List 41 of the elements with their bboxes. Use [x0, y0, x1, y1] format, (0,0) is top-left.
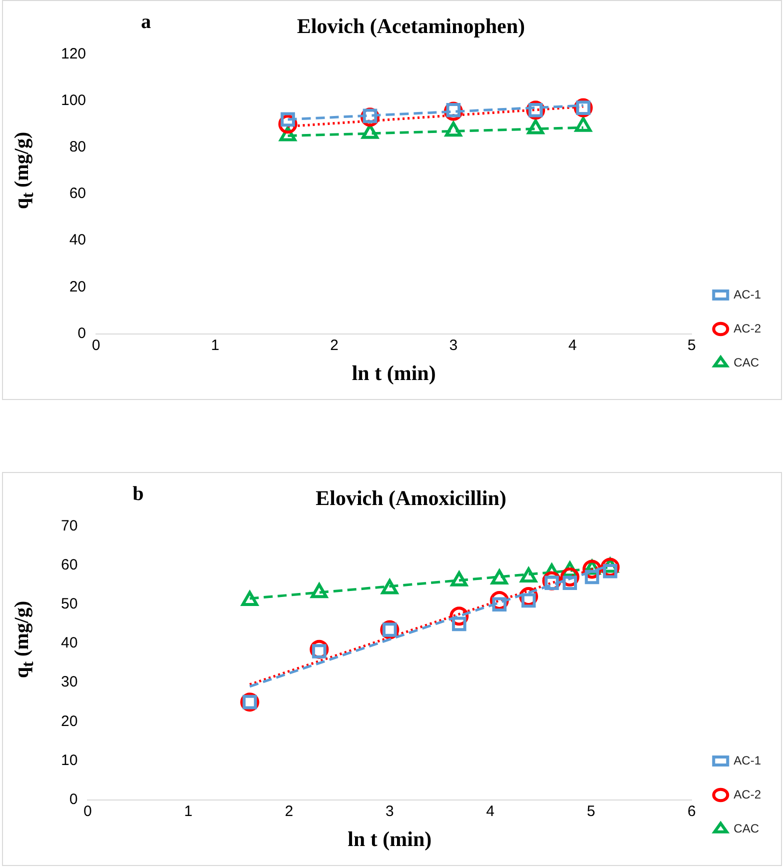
y-tick-label: 30: [60, 674, 78, 691]
y-tick-label: 40: [60, 634, 78, 652]
x-tick-label: 1: [184, 802, 193, 820]
legend-label: AC-1: [734, 287, 762, 302]
x-axis-title: ln t (min): [348, 826, 432, 851]
y-tick-label: 40: [69, 232, 86, 249]
y-tick-label: 20: [69, 278, 86, 296]
legend-label: CAC: [734, 821, 760, 836]
x-tick-label: 5: [687, 336, 696, 354]
legend-label: AC-2: [734, 787, 762, 802]
x-tick-label: 4: [486, 802, 495, 820]
x-tick-label: 1: [210, 336, 220, 354]
text: b: [132, 483, 144, 506]
x-axis-title: ln t (min): [352, 360, 436, 385]
y-tick-label: 50: [60, 596, 78, 613]
y-tick-label: 0: [78, 324, 86, 342]
x-tick-label: 2: [284, 802, 294, 820]
text: a: [141, 11, 152, 34]
legend-label: AC-2: [734, 321, 762, 336]
y-tick-label: 100: [60, 92, 86, 109]
y-tick-label: 10: [60, 752, 78, 769]
y-tick-label: 120: [60, 45, 86, 62]
legend-label: AC-1: [734, 753, 762, 768]
x-tick-label: 5: [586, 802, 596, 820]
y-tick-label: 70: [60, 517, 78, 534]
x-tick-label: 0: [92, 336, 100, 354]
y-tick-label: 0: [69, 790, 78, 808]
y-tick-label: 20: [60, 712, 78, 730]
x-tick-label: 4: [568, 336, 577, 354]
x-tick-label: 2: [330, 336, 338, 354]
y-tick-label: 80: [69, 138, 86, 156]
x-tick-label: 3: [449, 336, 458, 354]
legend-label: CAC: [734, 355, 760, 370]
chart-title: Elovich (Acetaminophen): [296, 14, 526, 38]
y-tick-label: 60: [60, 556, 78, 574]
x-tick-label: 6: [687, 802, 696, 820]
point: [584, 570, 600, 584]
y-tick-label: 60: [69, 185, 86, 202]
point: [452, 616, 466, 632]
chart-title: Elovich (Amoxicillin): [316, 486, 506, 510]
x-tick-label: 3: [386, 802, 394, 820]
